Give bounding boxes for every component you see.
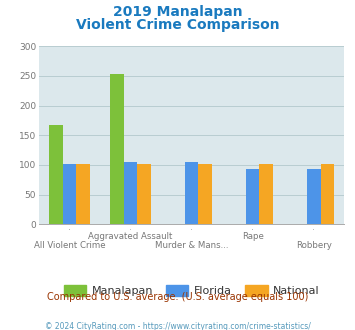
Text: All Violent Crime: All Violent Crime — [34, 241, 105, 250]
Text: Murder & Mans...: Murder & Mans... — [155, 241, 229, 250]
Bar — [124, 162, 137, 224]
Text: © 2024 CityRating.com - https://www.cityrating.com/crime-statistics/: © 2024 CityRating.com - https://www.city… — [45, 322, 310, 330]
Bar — [198, 164, 212, 224]
Bar — [63, 164, 76, 224]
Bar — [246, 169, 260, 224]
Text: Aggravated Assault: Aggravated Assault — [88, 232, 173, 242]
Bar — [185, 162, 198, 224]
Bar — [110, 74, 124, 224]
Text: Compared to U.S. average. (U.S. average equals 100): Compared to U.S. average. (U.S. average … — [47, 292, 308, 302]
Text: Rape: Rape — [242, 232, 264, 242]
Text: Violent Crime Comparison: Violent Crime Comparison — [76, 18, 279, 32]
Bar — [49, 125, 63, 224]
Bar — [260, 164, 273, 224]
Bar — [137, 164, 151, 224]
Bar — [321, 164, 334, 224]
Text: Robbery: Robbery — [296, 241, 332, 250]
Bar — [307, 169, 321, 224]
Text: 2019 Manalapan: 2019 Manalapan — [113, 5, 242, 19]
Legend: Manalapan, Florida, National: Manalapan, Florida, National — [59, 281, 324, 301]
Bar — [76, 164, 90, 224]
